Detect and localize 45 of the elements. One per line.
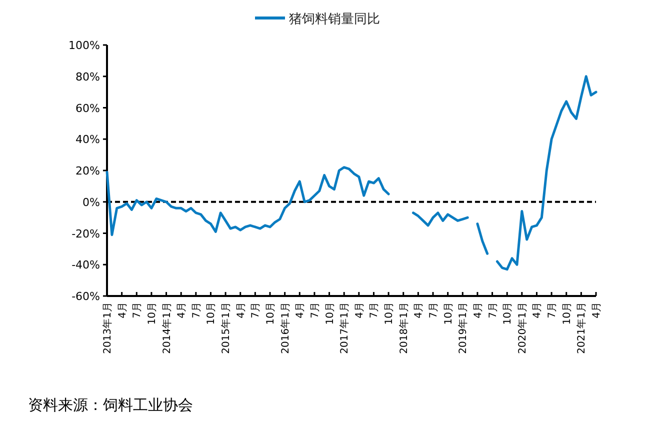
x-tick-label: 10月: [384, 302, 396, 325]
x-tick-label: 4月: [414, 302, 425, 318]
x-tick-label: 7月: [428, 302, 440, 318]
y-tick-label: -60%: [72, 290, 100, 303]
x-tick-label: 2019年1月: [457, 302, 470, 354]
x-tick-label: 10月: [443, 302, 454, 325]
x-tick-label: 4月: [592, 302, 602, 318]
x-tick-label: 4月: [532, 302, 544, 318]
x-tick-label: 10月: [146, 302, 158, 325]
x-tick-label: 7月: [310, 302, 321, 318]
x-tick-label: 7月: [250, 302, 262, 318]
x-tick-label: 2015年1月: [220, 302, 232, 354]
x-tick-label: 7月: [369, 302, 380, 318]
y-tick-label: 60%: [76, 102, 100, 115]
x-tick-label: 2018年1月: [398, 302, 410, 354]
x-tick-label: 2013年1月: [102, 302, 114, 354]
y-tick-label: 0%: [82, 196, 100, 209]
x-tick-label: 4月: [354, 302, 366, 318]
x-tick-label: 10月: [502, 302, 514, 325]
x-tick-label: 10月: [562, 302, 573, 325]
x-tick-label: 2021年1月: [576, 302, 588, 354]
y-tick-label: -40%: [72, 258, 100, 272]
x-tick-label: 2014年1月: [160, 302, 173, 354]
y-tick-label: 40%: [76, 133, 100, 146]
y-tick-label: 80%: [76, 70, 100, 84]
x-tick-label: 4月: [295, 302, 306, 318]
x-tick-label: 2017年1月: [338, 302, 351, 354]
y-tick-label: -20%: [72, 227, 100, 240]
x-tick-label: 2016年1月: [279, 302, 292, 354]
y-tick-label: 100%: [68, 39, 100, 52]
x-tick-label: 7月: [547, 302, 558, 318]
x-tick-label: 4月: [472, 302, 484, 318]
x-tick-label: 7月: [132, 302, 144, 318]
x-tick-label: 7月: [191, 302, 202, 318]
legend-label: 猪饲料销量同比: [289, 12, 380, 27]
x-tick-label: 10月: [206, 302, 218, 325]
y-tick-label: 20%: [76, 164, 100, 178]
x-tick-label: 4月: [176, 302, 188, 318]
x-tick-label: 7月: [488, 302, 499, 318]
x-tick-label: 10月: [266, 302, 276, 325]
x-tick-label: 4月: [236, 302, 247, 318]
x-tick-label: 2020年1月: [516, 302, 528, 354]
text: 资料来源：饲料工业协会: [28, 396, 193, 414]
x-tick-label: 10月: [324, 302, 336, 325]
x-tick-label: 4月: [117, 302, 128, 318]
